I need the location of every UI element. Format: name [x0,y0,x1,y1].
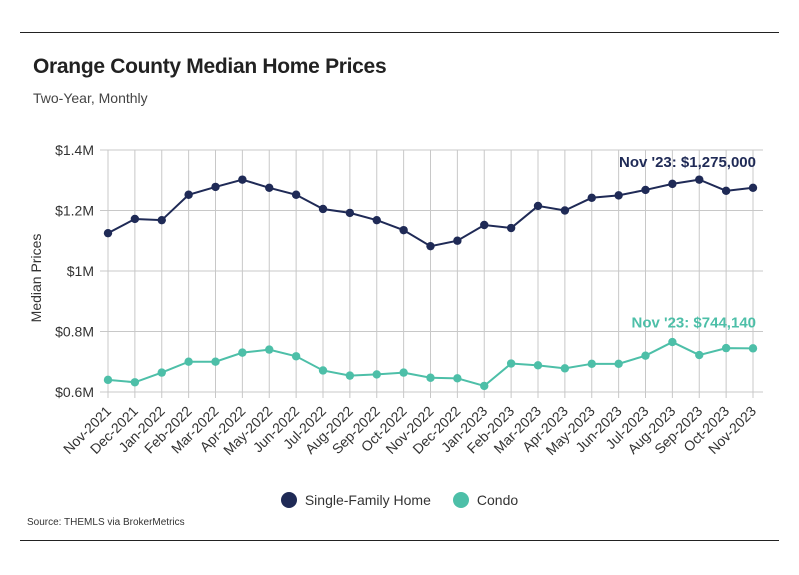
source-note: Source: THEMLS via BrokerMetrics [27,517,185,528]
data-point-condo [265,345,274,354]
data-point-condo [184,357,193,366]
top-rule [20,32,779,33]
data-point-condo [157,368,166,377]
data-point-condo [641,351,650,360]
legend-item-single-family: Single-Family Home [280,492,431,508]
data-point-condo [130,378,140,387]
y-tick-label: $1.4M [55,142,94,158]
data-point-single-family [480,220,489,230]
y-tick-label: $1M [67,263,94,279]
data-point-single-family [748,183,758,193]
data-point-condo [238,348,247,357]
legend-label-condo: Condo [476,492,519,508]
data-point-single-family [345,208,355,218]
data-point-single-family [721,186,731,196]
data-point-condo [695,350,704,360]
legend-item-condo: Condo [452,492,519,508]
data-point-single-family [399,225,408,235]
legend-marker-condo [452,492,469,508]
annotation-single-family: Nov '23: $1,275,000 [619,154,756,171]
data-point-condo [399,368,408,377]
data-point-single-family [211,182,220,192]
data-point-single-family [641,185,650,195]
data-point-single-family [668,179,677,189]
data-point-condo [668,337,677,347]
y-axis-label: Median Prices [28,234,44,323]
data-point-condo [345,371,355,380]
data-point-condo [291,352,301,361]
data-point-condo [372,370,381,379]
data-point-condo [748,344,758,353]
data-point-single-family [506,223,516,233]
data-point-condo [506,359,516,368]
legend-label-single-family: Single-Family Home [304,492,431,508]
legend: Single-Family Home Condo [0,492,799,508]
y-tick-label: $0.6M [55,384,94,400]
data-point-single-family [560,206,570,215]
chart-subtitle: Two-Year, Monthly [33,90,148,106]
y-tick-label: $0.8M [55,323,94,339]
data-point-single-family [614,191,623,200]
data-point-single-family [103,228,113,238]
bottom-rule [20,540,779,541]
data-point-condo [318,366,328,375]
data-point-single-family [372,215,381,225]
data-point-condo [453,374,462,383]
data-point-single-family [184,190,193,199]
data-point-condo [587,359,596,369]
data-point-single-family [587,193,596,202]
data-point-single-family [157,215,166,225]
data-point-condo [211,357,220,366]
data-point-condo [614,359,623,369]
data-point-condo [560,364,570,373]
data-point-single-family [318,204,328,214]
data-point-single-family [291,190,301,199]
data-point-condo [480,381,489,391]
annotation-condo: Nov '23: $744,140 [632,314,756,331]
data-point-condo [721,343,731,353]
data-point-condo [103,375,113,385]
data-point-single-family [695,175,704,184]
data-point-single-family [533,201,543,211]
data-point-condo [533,361,543,370]
data-point-condo [426,373,435,382]
data-point-single-family [130,214,140,224]
data-point-single-family [238,175,247,184]
data-point-single-family [453,236,462,245]
legend-marker-single-family [280,492,297,508]
data-point-single-family [426,241,435,251]
data-point-single-family [265,183,274,193]
chart-title: Orange County Median Home Prices [33,55,387,78]
y-tick-label: $1.2M [55,202,94,218]
